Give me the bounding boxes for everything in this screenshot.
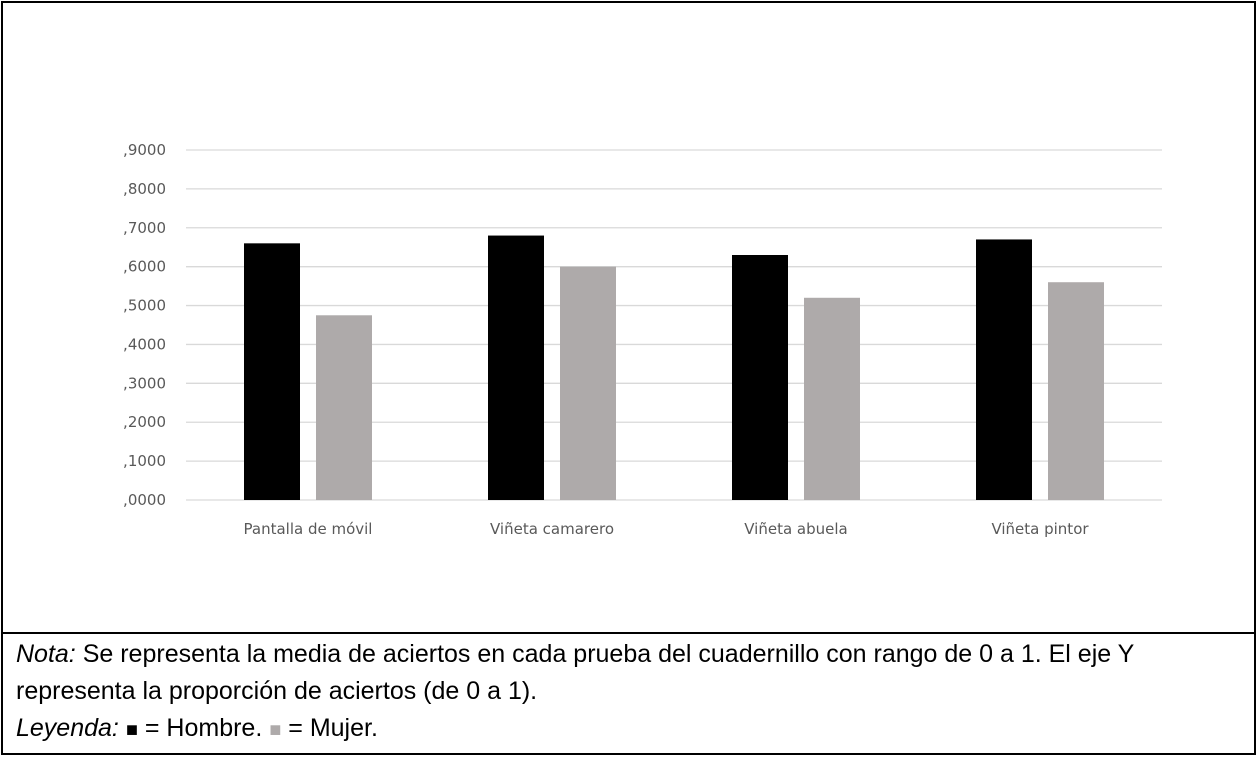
legend-label: Leyenda: xyxy=(16,714,119,742)
y-tick-label: ,4000 xyxy=(123,335,166,353)
y-tick-label: ,9000 xyxy=(123,141,166,159)
y-tick-label: ,0000 xyxy=(123,491,166,509)
bar-series-1-2 xyxy=(488,235,544,501)
note-text: Se representa la media de aciertos en ca… xyxy=(16,640,1134,705)
bar-series-1-3 xyxy=(732,255,788,500)
x-category-label: Viñeta pintor xyxy=(991,520,1089,538)
bar-series-2-2 xyxy=(560,266,616,500)
bar-series-2-4 xyxy=(1048,282,1104,500)
y-axis-ticks: ,0000 ,1000 ,2000 ,3000 ,4000 ,5000 ,6000 ,7000… xyxy=(123,141,166,509)
y-tick-label: ,6000 xyxy=(123,258,166,276)
y-tick-label: ,7000 xyxy=(123,219,166,237)
bar-series-2-3 xyxy=(804,297,860,500)
legend-black-square-icon: ■ xyxy=(125,719,138,741)
legend-line: Leyenda: ■ = Hombre. ■ = Mujer. xyxy=(16,710,1252,749)
legend-black-text: = Hombre. xyxy=(137,714,270,742)
x-category-label: Pantalla de móvil xyxy=(244,520,373,538)
figure-note: Nota: Se representa la media de aciertos… xyxy=(16,636,1252,749)
note-label: Nota: xyxy=(16,640,76,668)
bar-series-1-1 xyxy=(244,243,300,501)
y-tick-label: ,3000 xyxy=(123,374,166,392)
bar-chart: ,0000 ,1000 ,2000 ,3000 ,4000 ,5000 ,6000 ,7000… xyxy=(123,141,1162,538)
note-paragraph: Nota: Se representa la media de aciertos… xyxy=(16,636,1252,710)
caption-divider xyxy=(1,632,1256,634)
legend-grey-square-icon: ■ xyxy=(269,719,282,741)
x-category-label: Viñeta camarero xyxy=(490,520,614,538)
y-tick-label: ,1000 xyxy=(123,452,166,470)
y-tick-label: ,2000 xyxy=(123,413,166,431)
bar-series-2-1 xyxy=(316,315,372,500)
x-category-label: Viñeta abuela xyxy=(744,520,847,538)
bar-series-1-4 xyxy=(976,239,1032,500)
bars xyxy=(244,235,1104,501)
y-tick-label: ,8000 xyxy=(123,180,166,198)
x-axis-labels: Pantalla de móvil Viñeta camarero Viñeta a… xyxy=(244,520,1090,538)
y-tick-label: ,5000 xyxy=(123,297,166,315)
legend-grey-text: = Mujer. xyxy=(281,714,378,742)
